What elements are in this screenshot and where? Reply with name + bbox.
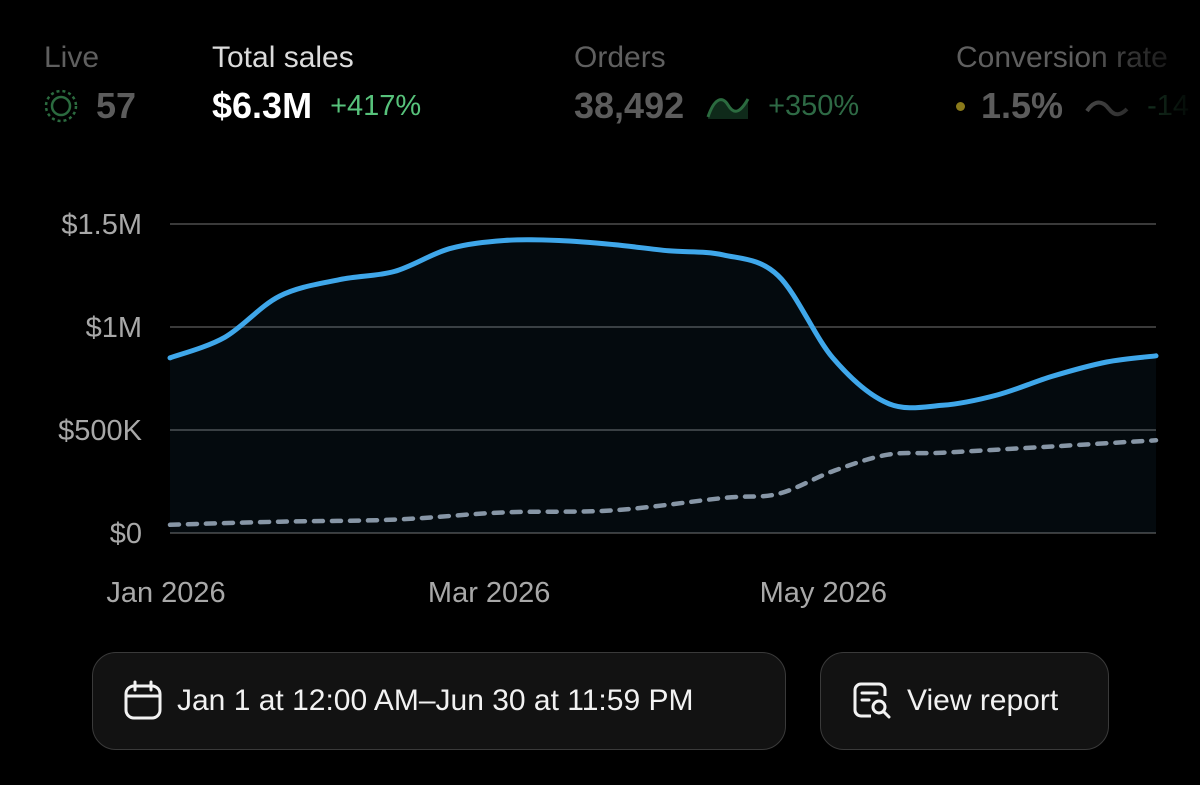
calendar-icon xyxy=(124,680,162,720)
report-search-icon xyxy=(853,682,891,719)
sparkline-up-icon xyxy=(706,98,750,119)
metric-conversion-rate[interactable]: Conversion rate 1.5% -14 xyxy=(956,38,1189,132)
metric-total-sales-label: Total sales xyxy=(212,41,354,74)
sales-line-chart: $1.5M $1M $500K $0 Jan 2026 Mar 2026 May 2026 xyxy=(58,209,1159,609)
x-tick-label: Jan 2026 xyxy=(106,577,225,609)
metric-total-sales-value: $6.3M xyxy=(212,85,313,126)
y-tick-label: $500K xyxy=(58,415,143,447)
sparkline-icon xyxy=(1085,100,1129,117)
metric-conversion-rate-change: -14 xyxy=(1147,90,1189,122)
chart-gridlines xyxy=(170,223,1156,534)
series-line-current xyxy=(167,237,1159,411)
view-report-label: View report xyxy=(907,684,1059,717)
metric-conversion-rate-value: 1.5% xyxy=(981,85,1064,126)
y-tick-label: $1M xyxy=(86,312,142,344)
series-area-fill xyxy=(170,239,1156,533)
metrics-bar: Live 57 Total sales $6.3M +417% Orders 3… xyxy=(0,0,1200,150)
view-report-button[interactable]: View report xyxy=(820,652,1109,750)
x-tick-label: May 2026 xyxy=(760,577,887,609)
metric-orders-label: Orders xyxy=(574,41,666,74)
metric-total-sales[interactable]: Total sales $6.3M +417% xyxy=(212,38,421,132)
metric-orders-change: +350% xyxy=(768,90,860,122)
metric-conversion-rate-label: Conversion rate xyxy=(956,41,1168,74)
chart-x-axis: Jan 2026 Mar 2026 May 2026 xyxy=(106,577,887,609)
metric-orders-value: 38,492 xyxy=(574,85,685,126)
metric-live-label: Live xyxy=(44,41,100,74)
metric-orders[interactable]: Orders 38,492 +350% xyxy=(574,38,859,132)
live-indicator-icon xyxy=(44,89,78,123)
chart-series xyxy=(167,237,1159,533)
date-range-label: Jan 1 at 12:00 AM–Jun 30 at 11:59 PM xyxy=(177,684,694,717)
y-tick-label: $1.5M xyxy=(61,209,142,241)
date-range-button[interactable]: Jan 1 at 12:00 AM–Jun 30 at 11:59 PM xyxy=(92,652,786,750)
metric-total-sales-change: +417% xyxy=(330,90,422,122)
y-tick-label: $0 xyxy=(110,518,142,550)
x-tick-label: Mar 2026 xyxy=(428,577,551,609)
metric-live[interactable]: Live 57 xyxy=(44,38,136,132)
metric-live-value: 57 xyxy=(96,85,137,126)
series-line-comparison xyxy=(167,438,1159,528)
chart-y-axis: $1.5M $1M $500K $0 xyxy=(58,209,143,550)
status-dot-icon xyxy=(956,101,965,111)
